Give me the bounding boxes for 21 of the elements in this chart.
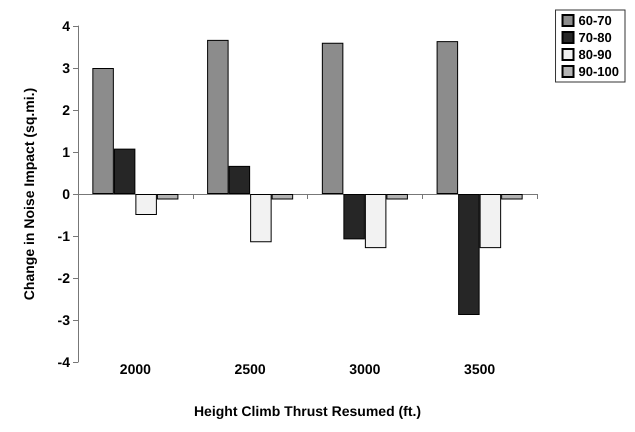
x-tick-label: 3000 bbox=[349, 361, 381, 377]
bar bbox=[322, 42, 344, 194]
y-tick-label: 2 bbox=[62, 102, 70, 118]
y-axis-title: Change in Noise Impact (sq.mi.) bbox=[21, 88, 37, 300]
legend-label: 90-100 bbox=[578, 64, 620, 79]
y-tick-label: 3 bbox=[62, 60, 70, 76]
y-tick-label: 1 bbox=[62, 144, 70, 160]
legend-label: 80-90 bbox=[578, 47, 612, 62]
y-tick-label: -3 bbox=[58, 312, 70, 328]
y-tick-label: -4 bbox=[58, 354, 70, 370]
y-tick-label: -2 bbox=[58, 270, 70, 286]
y-tick-label: 0 bbox=[62, 186, 70, 202]
legend-label: 70-80 bbox=[578, 30, 612, 45]
x-tick-label: 2500 bbox=[234, 361, 266, 377]
y-tick-label: 4 bbox=[62, 18, 70, 34]
legend-label: 60-70 bbox=[578, 13, 612, 28]
x-tick-label: 2000 bbox=[120, 361, 152, 377]
y-tick-label: -1 bbox=[58, 228, 70, 244]
bar bbox=[436, 41, 458, 194]
x-tick-label: 3500 bbox=[464, 361, 496, 377]
x-axis-title: Height Climb Thrust Resumed (ft.) bbox=[194, 403, 422, 419]
